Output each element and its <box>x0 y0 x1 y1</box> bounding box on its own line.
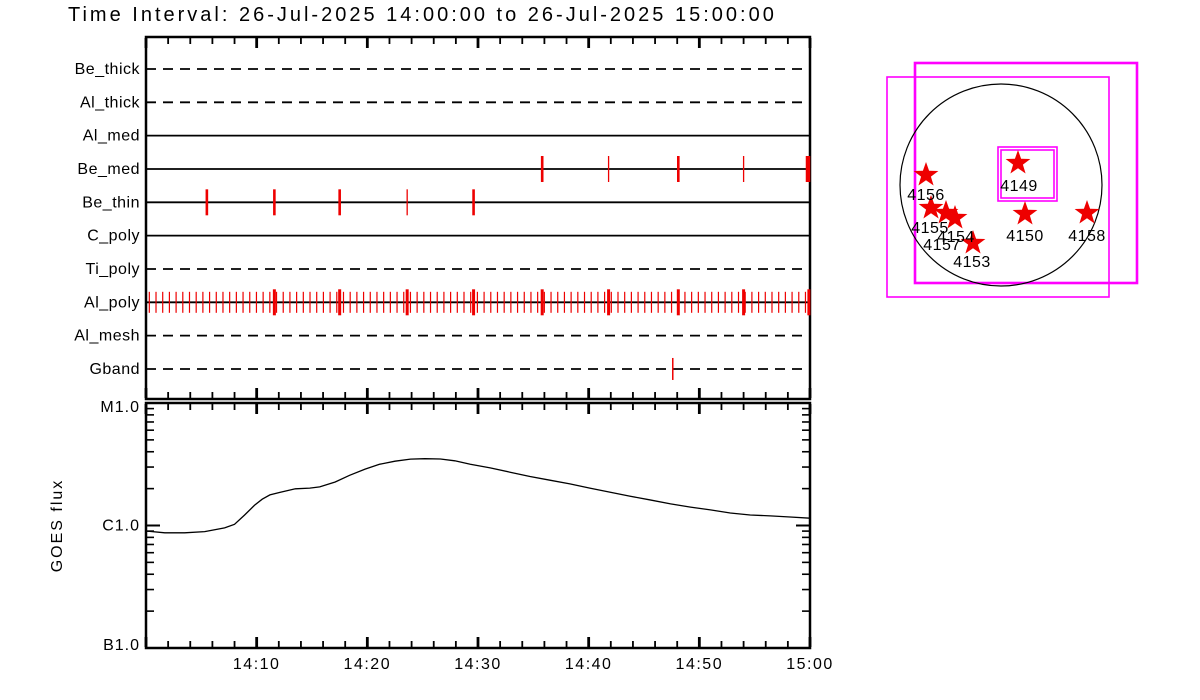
plot-title: Time Interval: 26-Jul-2025 14:00:00 to 2… <box>68 4 777 26</box>
filter-row-label-C_poly: C_poly <box>87 228 140 245</box>
solar-disk <box>899 83 1103 287</box>
filter-row-label-Gband: Gband <box>89 361 140 378</box>
x-tick-label-15:00: 15:00 <box>786 656 834 673</box>
star-icon-4158 <box>1074 200 1100 224</box>
y-tick-label-M1.0: M1.0 <box>100 399 140 416</box>
fov-box-inner <box>886 76 1110 298</box>
star-icon-4154 <box>942 205 968 229</box>
target-region-box-inner <box>1000 149 1055 199</box>
x-tick-label-14:30: 14:30 <box>454 656 502 673</box>
filter-row-label-Ti_poly: Ti_poly <box>86 261 140 278</box>
star-icon-4153 <box>960 230 986 254</box>
x-tick-label-14:20: 14:20 <box>344 656 392 673</box>
goes-panel-frame <box>144 401 812 650</box>
region-label-4156: 4156 <box>907 187 945 204</box>
star-icon-4156 <box>913 162 939 186</box>
x-tick-label-14:50: 14:50 <box>676 656 724 673</box>
y-tick-label-B1.0: B1.0 <box>103 637 140 654</box>
goes-flux-curve <box>145 458 811 534</box>
x-tick-label-14:40: 14:40 <box>565 656 613 673</box>
star-icon-4155 <box>918 195 944 219</box>
target-region-box <box>997 146 1058 202</box>
region-label-4158: 4158 <box>1068 228 1106 245</box>
star-icon-4157 <box>933 200 959 224</box>
filter-row-label-Be_med: Be_med <box>77 161 140 178</box>
filter-row-label-Al_poly: Al_poly <box>84 294 140 311</box>
filter-row-label-Be_thin: Be_thin <box>82 194 140 211</box>
region-label-4157: 4157 <box>923 237 961 254</box>
star-icon-4149 <box>1005 150 1031 174</box>
region-label-4149: 4149 <box>1000 178 1038 195</box>
filter-row-label-Al_thick: Al_thick <box>80 94 141 111</box>
region-label-4150: 4150 <box>1006 228 1044 245</box>
filter-row-label-Al_mesh: Al_mesh <box>74 328 140 345</box>
y-tick-label-C1.0: C1.0 <box>102 518 140 535</box>
x-tick-label-14:10: 14:10 <box>233 656 281 673</box>
region-label-4154: 4154 <box>937 229 975 246</box>
star-icon-4150 <box>1012 201 1038 225</box>
goes-ylabel: GOES flux <box>49 479 66 573</box>
filter-row-label-Be_thick: Be_thick <box>75 61 141 78</box>
filter-row-label-Al_med: Al_med <box>83 128 140 145</box>
region-label-4153: 4153 <box>953 254 991 271</box>
region-label-4155: 4155 <box>911 220 949 237</box>
timeline-panel-frame <box>144 35 812 401</box>
